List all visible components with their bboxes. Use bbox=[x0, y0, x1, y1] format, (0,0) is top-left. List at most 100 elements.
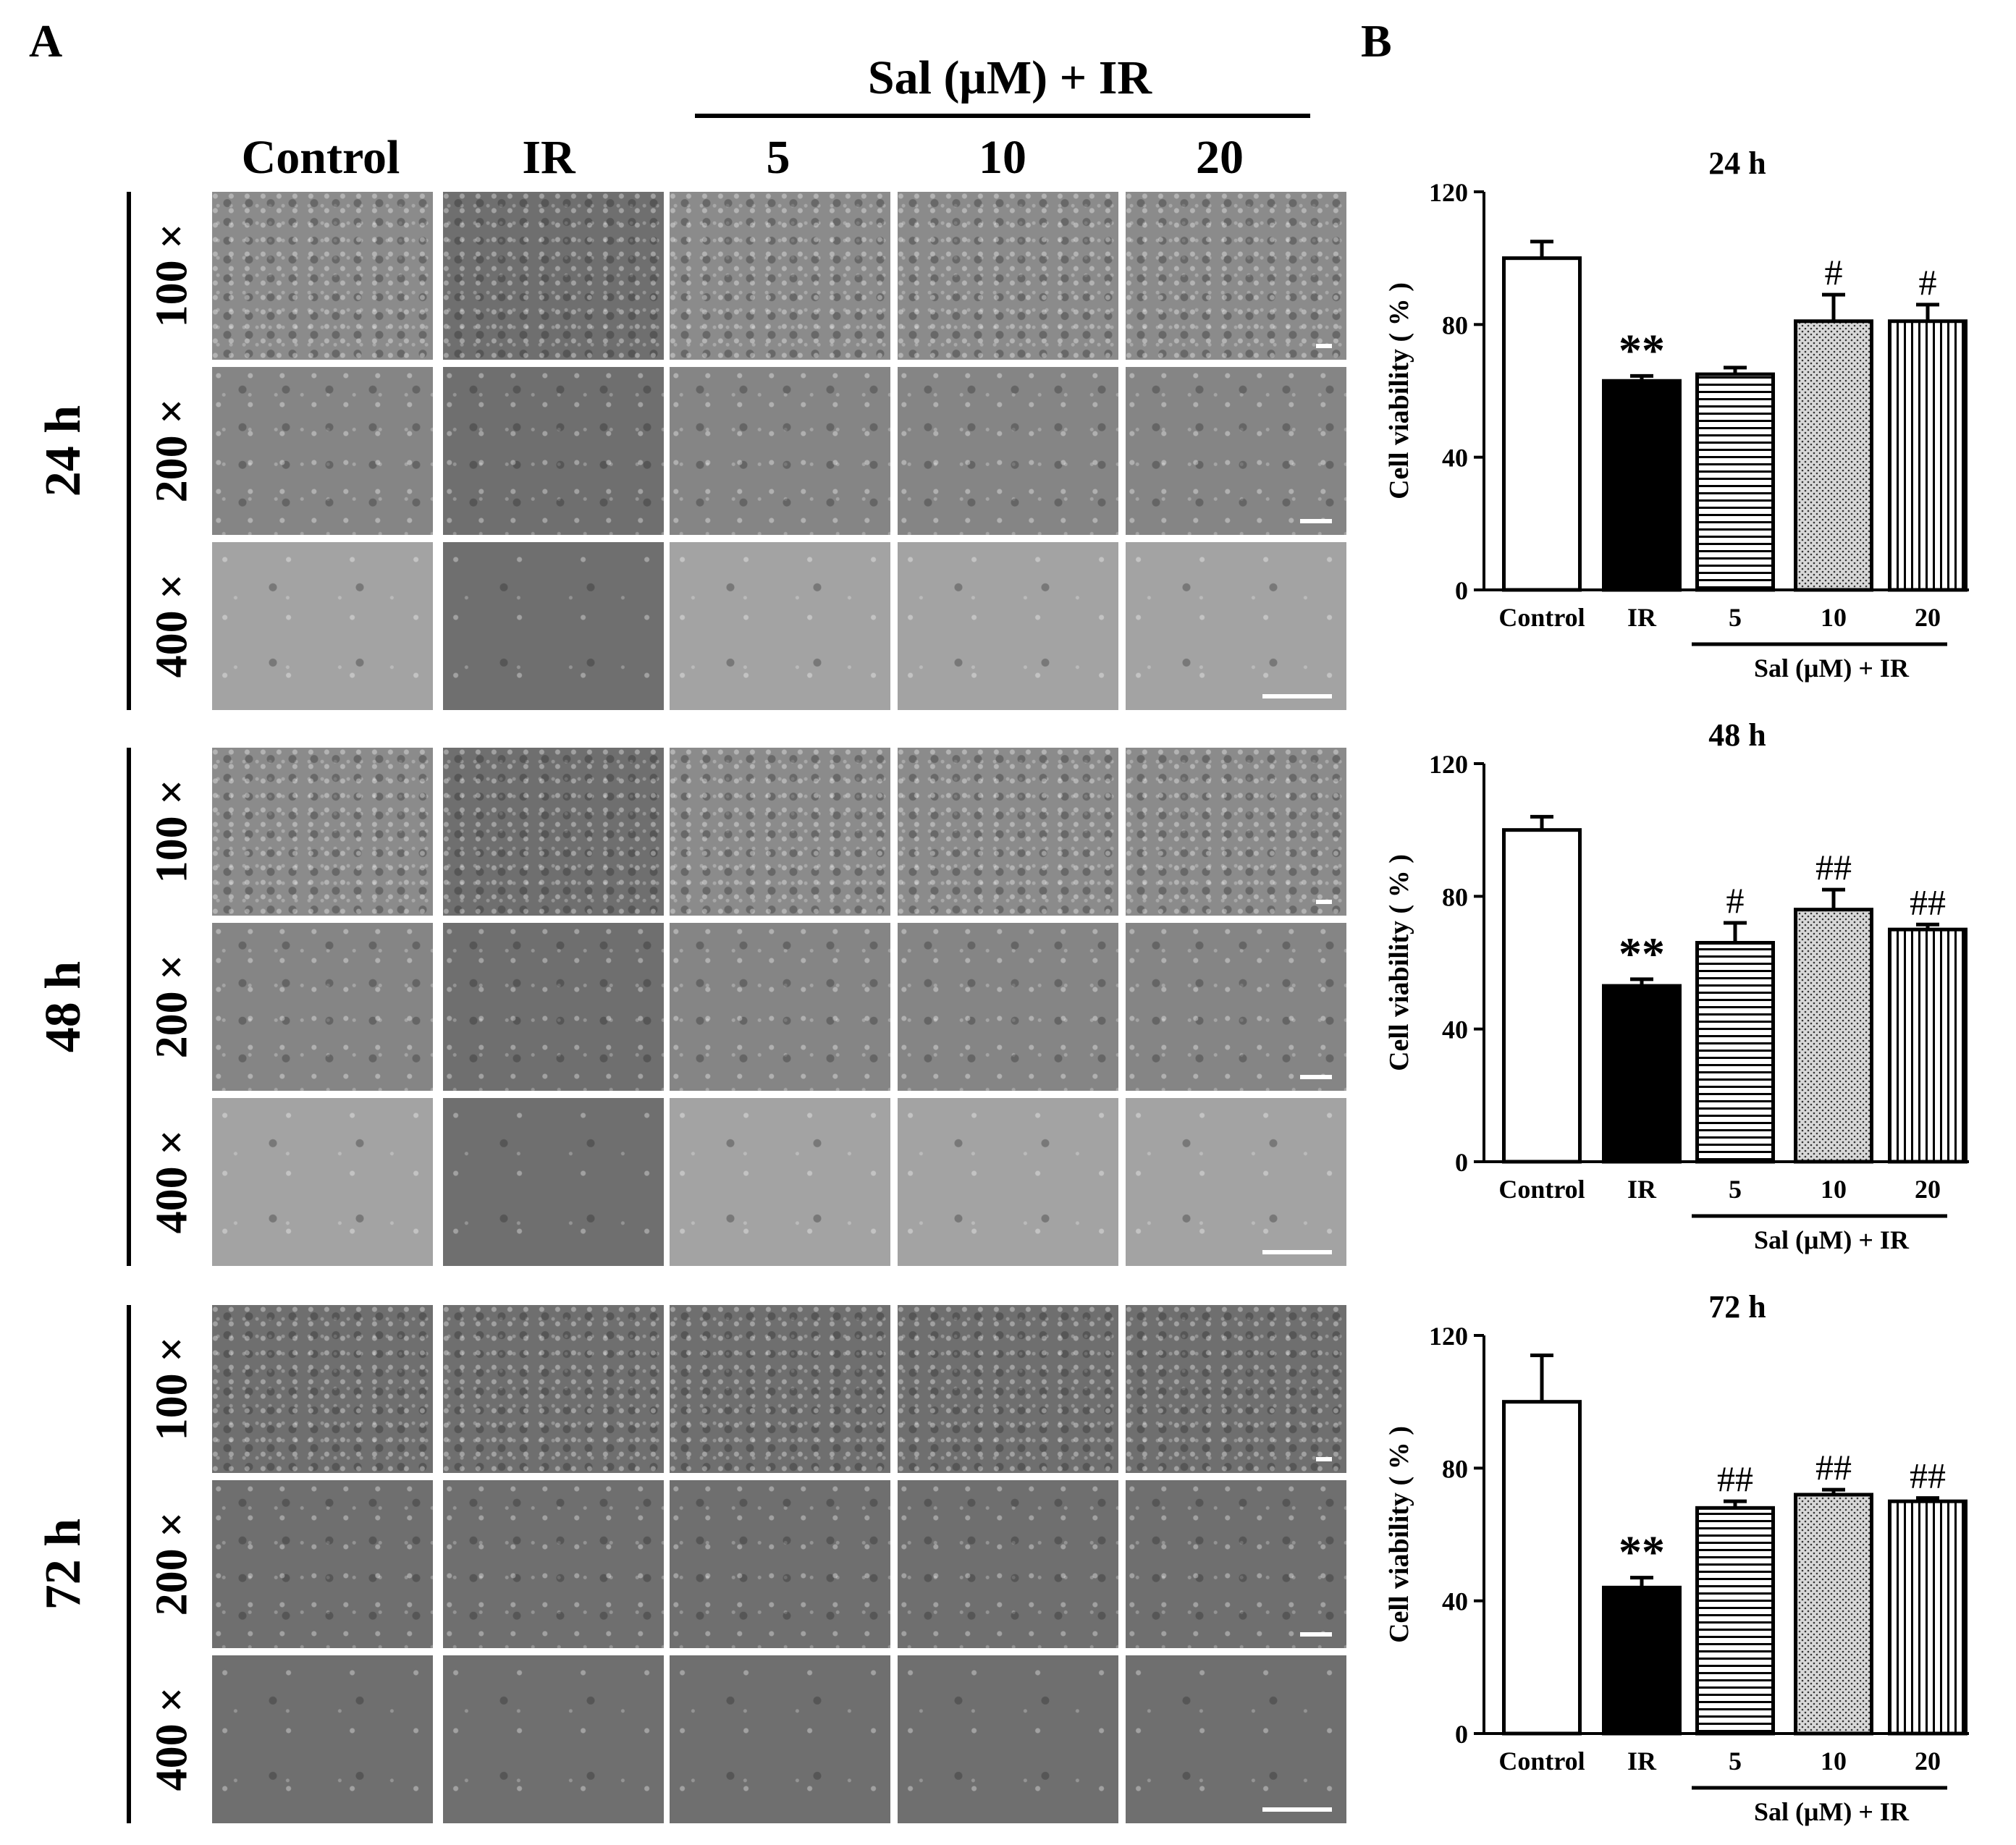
significance-mark: ** bbox=[1619, 928, 1665, 979]
micrograph-image bbox=[1126, 192, 1346, 360]
micrograph-image bbox=[1126, 542, 1346, 710]
bar-3 bbox=[1794, 908, 1873, 1164]
micrograph-image bbox=[212, 192, 433, 360]
micrograph-image bbox=[212, 542, 433, 710]
micrograph-image bbox=[212, 1098, 433, 1266]
scale-bar bbox=[1262, 694, 1332, 698]
panel-letter-a: A bbox=[29, 15, 63, 67]
micrograph-image bbox=[212, 1480, 433, 1648]
x-tick-label: 10 bbox=[1821, 603, 1847, 632]
micrograph-image bbox=[212, 367, 433, 535]
y-tick-label: 40 bbox=[1442, 444, 1468, 473]
y-axis-label: Cell viability ( % ) bbox=[1384, 854, 1414, 1071]
micrograph-image bbox=[212, 748, 433, 916]
bar-0 bbox=[1502, 828, 1582, 1164]
chart-title: 48 h bbox=[1708, 717, 1766, 753]
micrograph-image bbox=[898, 367, 1118, 535]
x-tick-label: IR bbox=[1627, 1175, 1657, 1204]
scale-bar bbox=[1300, 1632, 1332, 1637]
col-head-20: 20 bbox=[1196, 131, 1244, 184]
bar-0 bbox=[1502, 256, 1582, 592]
micrograph-image bbox=[443, 748, 664, 916]
significance-mark: # bbox=[1825, 252, 1843, 292]
micrograph-image bbox=[443, 1098, 664, 1266]
micrograph-image bbox=[1126, 1480, 1346, 1648]
y-axis-label: Cell viability ( % ) bbox=[1384, 282, 1414, 499]
bar-1 bbox=[1602, 1585, 1682, 1736]
micrograph-image bbox=[443, 542, 664, 710]
x-tick-label: 5 bbox=[1729, 1175, 1742, 1204]
y-tick-label: 120 bbox=[1429, 1322, 1468, 1351]
x-tick-label: 5 bbox=[1729, 603, 1742, 632]
group-label: Sal (μM) + IR bbox=[1754, 1225, 1910, 1254]
x-tick-label: Control bbox=[1498, 1747, 1585, 1776]
significance-mark: ## bbox=[1815, 1447, 1852, 1487]
micrograph-image bbox=[670, 1655, 890, 1823]
significance-mark: ** bbox=[1619, 1527, 1665, 1578]
micrograph-image bbox=[898, 748, 1118, 916]
group-bracket-line bbox=[695, 114, 1310, 118]
bar-3 bbox=[1794, 1493, 1873, 1736]
micrograph-image bbox=[212, 1655, 433, 1823]
bar-0 bbox=[1502, 1400, 1582, 1736]
bar-4 bbox=[1888, 927, 1968, 1164]
bar-1 bbox=[1602, 379, 1682, 592]
scale-bar bbox=[1300, 1075, 1332, 1079]
micrograph-image bbox=[898, 1480, 1118, 1648]
x-tick-label: IR bbox=[1627, 603, 1657, 632]
micrograph-image bbox=[670, 542, 890, 710]
x-tick-label: IR bbox=[1627, 1747, 1657, 1776]
significance-mark: ** bbox=[1619, 324, 1665, 376]
col-head-ir: IR bbox=[522, 131, 575, 184]
micrograph-image bbox=[1126, 748, 1346, 916]
scale-bar bbox=[1262, 1250, 1332, 1254]
micrograph-image bbox=[1126, 367, 1346, 535]
micrograph-image bbox=[212, 923, 433, 1091]
x-tick-label: 10 bbox=[1821, 1747, 1847, 1776]
significance-mark: # bbox=[1919, 262, 1937, 303]
significance-mark: ## bbox=[1717, 1458, 1753, 1499]
micrograph-image bbox=[1126, 923, 1346, 1091]
chart-title: 72 h bbox=[1708, 1289, 1766, 1325]
bar-3 bbox=[1794, 319, 1873, 592]
scale-bar bbox=[1316, 344, 1332, 348]
bar-4 bbox=[1888, 1499, 1968, 1736]
micrograph-image bbox=[443, 1480, 664, 1648]
micrograph-image bbox=[212, 1305, 433, 1473]
significance-mark: ## bbox=[1815, 847, 1852, 887]
bar-1 bbox=[1602, 984, 1682, 1164]
micrograph-image bbox=[670, 748, 890, 916]
scale-bar bbox=[1316, 1457, 1332, 1461]
bar-4 bbox=[1888, 319, 1968, 592]
y-tick-label: 80 bbox=[1442, 1454, 1468, 1483]
col-head-control: Control bbox=[241, 131, 400, 184]
col-head-5: 5 bbox=[766, 131, 790, 184]
micrograph-image bbox=[670, 192, 890, 360]
micrograph-image bbox=[670, 367, 890, 535]
micrograph-image bbox=[670, 1480, 890, 1648]
micrograph-image bbox=[898, 1098, 1118, 1266]
x-tick-label: 10 bbox=[1821, 1175, 1847, 1204]
bar-2 bbox=[1695, 372, 1775, 592]
significance-mark: ## bbox=[1910, 882, 1946, 922]
x-tick-label: 20 bbox=[1915, 603, 1941, 632]
y-tick-label: 0 bbox=[1455, 1720, 1468, 1749]
x-tick-label: Control bbox=[1498, 603, 1585, 632]
bar-2 bbox=[1695, 941, 1775, 1164]
micrograph-image bbox=[443, 923, 664, 1091]
micrograph-image bbox=[898, 1655, 1118, 1823]
y-tick-label: 40 bbox=[1442, 1016, 1468, 1044]
micrograph-image bbox=[670, 1305, 890, 1473]
x-tick-label: 20 bbox=[1915, 1747, 1941, 1776]
y-axis-label: Cell viability ( % ) bbox=[1384, 1426, 1414, 1643]
micrograph-image bbox=[1126, 1655, 1346, 1823]
y-tick-label: 0 bbox=[1455, 576, 1468, 605]
time-group-bar bbox=[127, 192, 131, 710]
time-group-bar bbox=[127, 748, 131, 1266]
micrograph-image bbox=[443, 192, 664, 360]
y-tick-label: 120 bbox=[1429, 750, 1468, 779]
scale-bar bbox=[1300, 519, 1332, 523]
y-tick-label: 80 bbox=[1442, 311, 1468, 339]
significance-mark: ## bbox=[1910, 1456, 1946, 1496]
group-label-sal-ir: Sal (μM) + IR bbox=[867, 51, 1152, 104]
